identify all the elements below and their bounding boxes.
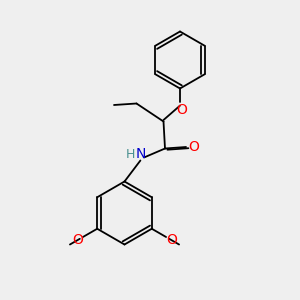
Text: N: N — [135, 148, 146, 161]
Text: O: O — [176, 103, 187, 116]
Text: O: O — [188, 140, 199, 154]
Text: O: O — [72, 233, 83, 247]
Text: O: O — [166, 233, 177, 247]
Text: H: H — [126, 148, 135, 161]
